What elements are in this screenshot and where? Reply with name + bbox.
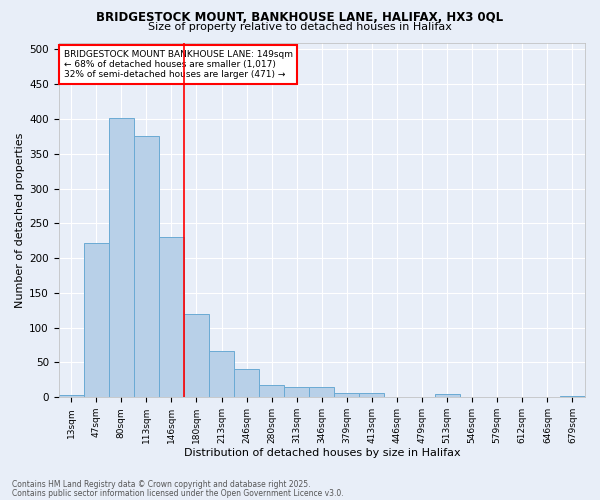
Text: Contains HM Land Registry data © Crown copyright and database right 2025.: Contains HM Land Registry data © Crown c… — [12, 480, 311, 489]
Bar — [385, 396, 410, 397]
Text: BRIDGESTOCK MOUNT BANKHOUSE LANE: 149sqm
← 68% of detached houses are smaller (1: BRIDGESTOCK MOUNT BANKHOUSE LANE: 149sqm… — [64, 50, 293, 80]
Bar — [184, 314, 209, 397]
X-axis label: Distribution of detached houses by size in Halifax: Distribution of detached houses by size … — [184, 448, 460, 458]
Bar — [134, 136, 159, 397]
Bar — [535, 396, 560, 397]
Bar — [410, 396, 434, 397]
Bar — [434, 394, 460, 397]
Bar — [284, 387, 309, 397]
Bar — [59, 395, 84, 397]
Text: Size of property relative to detached houses in Halifax: Size of property relative to detached ho… — [148, 22, 452, 32]
Bar — [234, 370, 259, 397]
Bar — [84, 243, 109, 397]
Text: BRIDGESTOCK MOUNT, BANKHOUSE LANE, HALIFAX, HX3 0QL: BRIDGESTOCK MOUNT, BANKHOUSE LANE, HALIF… — [97, 11, 503, 24]
Bar — [109, 118, 134, 397]
Y-axis label: Number of detached properties: Number of detached properties — [15, 132, 25, 308]
Bar — [460, 396, 485, 397]
Bar — [334, 393, 359, 397]
Bar — [359, 393, 385, 397]
Bar — [309, 388, 334, 397]
Bar — [259, 386, 284, 397]
Text: Contains public sector information licensed under the Open Government Licence v3: Contains public sector information licen… — [12, 488, 344, 498]
Bar — [159, 238, 184, 397]
Bar — [209, 350, 234, 397]
Bar — [560, 396, 585, 397]
